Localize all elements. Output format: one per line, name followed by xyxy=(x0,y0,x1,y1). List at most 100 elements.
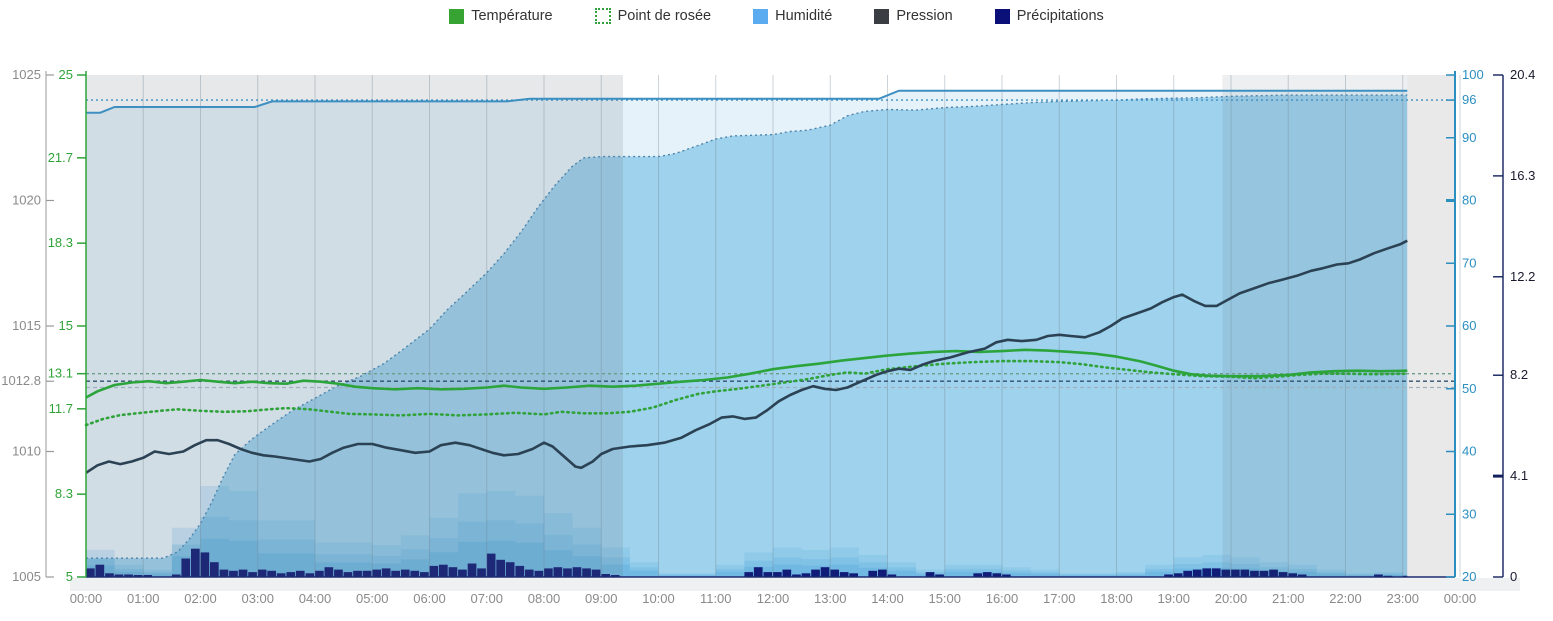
precipitation-bar xyxy=(439,564,448,577)
legend-item-dew-point[interactable]: Point de rosée xyxy=(594,8,712,24)
precipitation-bar xyxy=(124,574,133,577)
precipitation-bar xyxy=(95,564,105,577)
humidity-tick-label: 80 xyxy=(1462,193,1476,208)
precipitation-bar xyxy=(114,574,124,577)
humidity-tick-label: 96 xyxy=(1462,92,1476,107)
temperature-tick-label: 15 xyxy=(59,318,73,333)
pressure-line xyxy=(85,239,1408,474)
precipitation-bar xyxy=(591,569,601,577)
precipitation-bar xyxy=(381,568,391,577)
precipitation-bar xyxy=(792,574,801,577)
pressure-tick-label: 1020 xyxy=(12,193,41,208)
precipitation-bar xyxy=(143,575,152,577)
precipitation-bar xyxy=(200,552,210,577)
precipitation-bar xyxy=(181,558,191,577)
temperature-tick-label: 13.1 xyxy=(48,366,73,381)
precipitation-bar xyxy=(305,573,315,577)
precipitation-bar xyxy=(171,574,181,577)
precipitation-bar xyxy=(210,562,219,577)
precipitation-bar xyxy=(544,568,553,577)
x-axis-label: 19:00 xyxy=(1157,591,1190,606)
precipitation-bar xyxy=(1002,574,1011,577)
humidity-tick-label: 90 xyxy=(1462,130,1476,145)
humidity-tick-label: 30 xyxy=(1462,506,1476,521)
legend-label-temperature: Température xyxy=(471,8,553,24)
precipitation-tick-label: 12.2 xyxy=(1510,269,1535,284)
precipitation-bar xyxy=(868,570,878,577)
precipitation-bar xyxy=(248,572,257,577)
legend-item-temperature[interactable]: Température xyxy=(449,8,553,24)
temperature-swatch-icon xyxy=(449,8,465,24)
precipitation-bar xyxy=(343,572,353,577)
temperature-tick-label: 21.7 xyxy=(48,150,73,165)
past-region-overlay xyxy=(86,75,624,577)
precipitation-bar xyxy=(238,569,248,577)
precipitation-bar xyxy=(267,570,276,577)
precipitation-bar xyxy=(353,570,362,577)
precipitation-bar xyxy=(496,559,505,577)
x-axis-label: 23:00 xyxy=(1386,591,1419,606)
precip-envelope-layer-1 xyxy=(86,486,1408,577)
precipitation-bar xyxy=(1240,569,1250,577)
precipitation-bar xyxy=(1183,570,1192,577)
precipitation-bar xyxy=(505,562,515,577)
x-axis-label: 04:00 xyxy=(299,591,332,606)
humidity-tick-label: 60 xyxy=(1462,318,1476,333)
legend: Température Point de rosée Humidité Pres… xyxy=(0,8,1553,24)
x-axis-label: 21:00 xyxy=(1272,591,1305,606)
temperature-tick-label: 5 xyxy=(66,569,73,584)
precipitation-bar xyxy=(295,570,305,577)
x-axis-label: 02:00 xyxy=(184,591,217,606)
x-axis-label: 17:00 xyxy=(1043,591,1076,606)
precipitation-tick-label: 20.4 xyxy=(1510,67,1535,82)
x-axis-label: 07:00 xyxy=(470,591,503,606)
precipitation-bar xyxy=(744,572,754,577)
precipitation-bar xyxy=(1211,568,1221,577)
precipitation-bar xyxy=(763,572,773,577)
precipitation-bar xyxy=(362,570,372,577)
x-axis-label: 06:00 xyxy=(413,591,446,606)
precip-envelope-layer-2 xyxy=(86,516,1408,577)
precipitation-bar xyxy=(534,570,544,577)
precipitation-bar xyxy=(257,569,267,577)
x-axis-label: 12:00 xyxy=(757,591,790,606)
precipitation-bar xyxy=(1192,569,1202,577)
humidity-tick-label: 70 xyxy=(1462,255,1476,270)
precipitation-bar xyxy=(515,565,525,577)
x-axis-label: 22:00 xyxy=(1329,591,1362,606)
precipitation-bar xyxy=(582,568,591,577)
precipitation-bar xyxy=(849,573,858,577)
humidity-area xyxy=(86,95,1408,577)
precipitation-bar xyxy=(820,567,830,577)
precipitation-bar xyxy=(420,572,429,577)
precipitation-bar xyxy=(601,574,610,577)
precipitation-bar xyxy=(1374,574,1383,577)
legend-item-precipitation[interactable]: Précipitations xyxy=(994,8,1104,24)
precipitation-tick-label: 4.1 xyxy=(1510,468,1528,483)
x-axis-label: 11:00 xyxy=(700,591,732,606)
precip-envelope-layer-3 xyxy=(86,538,1408,577)
precipitation-bar xyxy=(811,569,820,577)
precipitation-bar xyxy=(753,567,763,577)
legend-item-humidity[interactable]: Humidité xyxy=(753,8,832,24)
x-axis-label: 18:00 xyxy=(1100,591,1133,606)
legend-label-dew-point: Point de rosée xyxy=(617,8,712,24)
x-axis-label: 00:00 xyxy=(70,591,103,606)
precipitation-bar xyxy=(878,569,887,577)
precipitation-bar xyxy=(1278,572,1288,577)
pressure-tick-label: 1005 xyxy=(12,569,41,584)
precipitation-bar xyxy=(887,574,897,577)
precipitation-bar xyxy=(372,569,381,577)
legend-item-pressure[interactable]: Pression xyxy=(874,8,953,24)
dew-point-line xyxy=(84,359,1409,427)
pressure-tick-label: 1015 xyxy=(12,318,41,333)
legend-label-pressure: Pression xyxy=(896,8,953,24)
precipitation-bar xyxy=(458,569,467,577)
precipitation-bar xyxy=(324,567,334,577)
humidity-tick-label: 20 xyxy=(1462,569,1476,584)
x-axis-label: 14:00 xyxy=(871,591,904,606)
precipitation-bar xyxy=(448,567,458,577)
precipitation-bar xyxy=(563,568,572,577)
pressure-tick-label: 1025 xyxy=(12,67,41,82)
pressure-tick-label: 1010 xyxy=(12,444,41,459)
